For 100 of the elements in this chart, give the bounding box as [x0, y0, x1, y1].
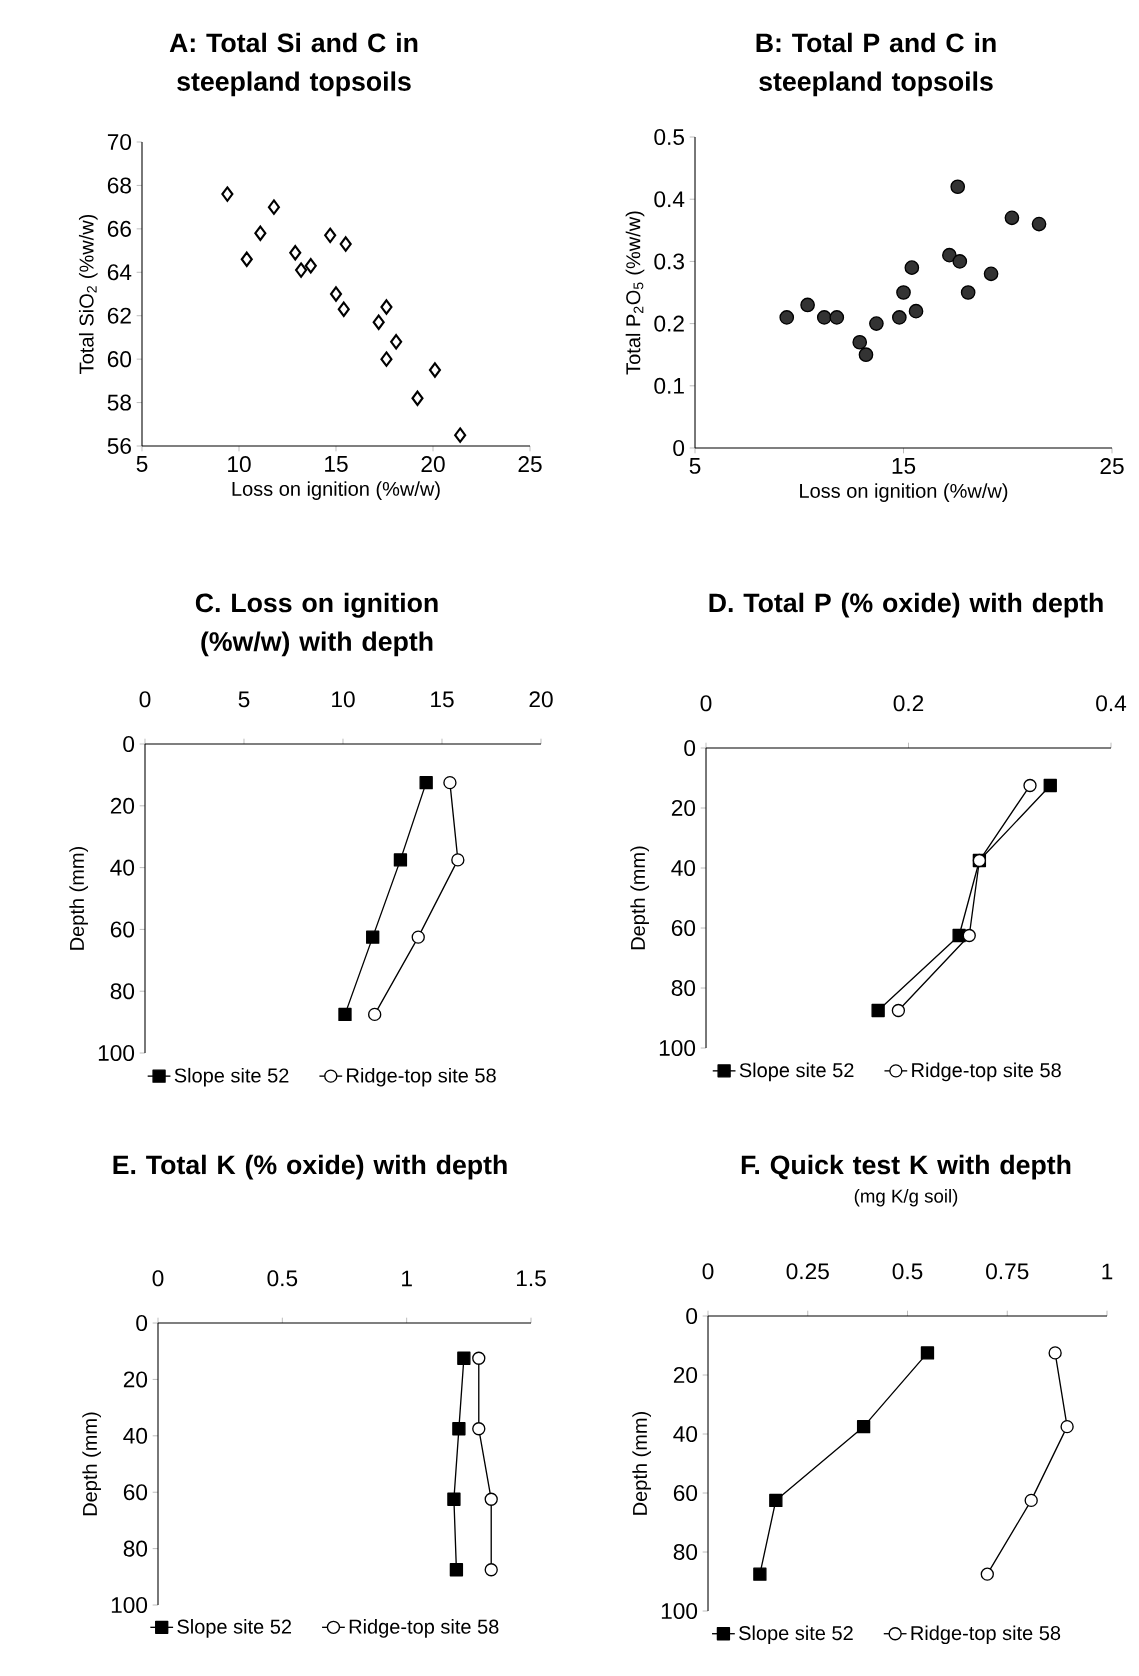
point: [896, 285, 911, 300]
point: [1031, 216, 1047, 232]
y-tick-label: 68: [107, 177, 131, 194]
point: [484, 1563, 498, 1577]
y-tick-label: 60: [673, 1484, 698, 1502]
y-tick-label: 80: [673, 1543, 698, 1561]
y-tick-label: 66: [107, 220, 131, 237]
x-tick-label: 1.5: [516, 1270, 546, 1287]
point: [411, 930, 425, 944]
point: [295, 262, 308, 278]
y-tick-label: 70: [107, 133, 132, 151]
y-tick-label: 0: [136, 1314, 148, 1332]
point: [267, 199, 280, 215]
y-axis-title: Total P$_{2}$O$_{5}$ (%w/w): [625, 211, 645, 375]
point: [366, 930, 380, 944]
point: [1048, 1346, 1062, 1360]
legend-label: Slope site 52: [174, 1067, 289, 1087]
x-tick-label: 0.75: [986, 1263, 1029, 1280]
y-tick-label: 60: [110, 921, 135, 938]
point: [419, 775, 433, 790]
chart-title: F. Quick test K with depth: [741, 1154, 1071, 1180]
legend-label: Slope site 52: [177, 1619, 292, 1638]
x-tick-label: 0.5: [892, 1263, 923, 1280]
point: [1043, 778, 1057, 793]
point: [484, 1492, 498, 1506]
point: [942, 247, 957, 263]
y-tick-label: 20: [671, 799, 696, 817]
point: [983, 266, 999, 282]
y-tick-label: 0.2: [654, 315, 684, 332]
y-tick-label: 60: [107, 351, 132, 368]
point: [950, 179, 966, 195]
point: [372, 314, 385, 330]
x-tick-label: 1: [1102, 1263, 1113, 1280]
legend-label: Ridge-top site 58: [911, 1625, 1061, 1645]
point: [380, 351, 393, 367]
y-tick-label: 0.1: [654, 377, 684, 394]
legend-label: Ridge-top site 58: [912, 1062, 1061, 1082]
point: [324, 227, 337, 244]
point: [779, 310, 795, 325]
x-axis-title: Loss on ignition (%w/w): [232, 481, 440, 500]
x-tick-label: 0: [152, 1270, 164, 1287]
point: [920, 1346, 935, 1360]
y-tick-label: 0.5: [654, 128, 684, 146]
point: [454, 427, 467, 443]
point: [1023, 778, 1037, 793]
point: [871, 1003, 885, 1018]
x-tick-label: 0.4: [1096, 695, 1127, 712]
chart-title: D. Total P (% oxide) with depth: [709, 592, 1103, 618]
point: [368, 1007, 382, 1022]
y-tick-label: 0: [686, 1307, 698, 1325]
x-tick-label: 25: [518, 456, 542, 473]
x-tick-label: 15: [431, 691, 454, 708]
point: [449, 1563, 464, 1577]
y-tick-label: 0: [684, 739, 696, 757]
y-tick-label: 62: [107, 307, 131, 324]
x-tick-label: 15: [892, 458, 916, 474]
y-axis-title: Depth (mm): [630, 846, 649, 950]
chart-title: C. Loss on ignition (%w/w) with depth: [195, 592, 438, 657]
point: [289, 245, 302, 261]
y-tick-label: 0: [673, 439, 685, 457]
point: [338, 1007, 352, 1022]
y-tick-label: 60: [123, 1484, 148, 1501]
point: [472, 1351, 486, 1365]
y-tick-label: 100: [98, 1044, 135, 1062]
point: [452, 1422, 466, 1436]
y-axis-title: Total SiO$_{2}$ (%w/w): [78, 214, 98, 374]
point: [428, 362, 442, 378]
chart-subtitle: (mg K/g soil): [854, 1189, 958, 1207]
y-tick-label: 80: [671, 979, 696, 997]
y-axis-title: Depth (mm): [82, 1412, 101, 1516]
point: [800, 297, 815, 313]
point: [856, 1419, 871, 1434]
y-tick-label: 20: [110, 797, 135, 814]
point: [411, 390, 424, 406]
y-tick-label: 20: [123, 1371, 148, 1388]
point: [962, 928, 976, 943]
x-tick-label: 10: [228, 456, 251, 473]
x-tick-label: 20: [421, 456, 445, 473]
point: [472, 1422, 486, 1436]
x-tick-label: 0.2: [893, 695, 924, 712]
point: [329, 286, 343, 302]
y-tick-label: 64: [107, 264, 132, 281]
y-tick-label: 100: [111, 1596, 148, 1614]
y-axis-title: Depth (mm): [69, 847, 88, 950]
chart-title: A: Total Si and C in steepland topsoils: [169, 32, 418, 97]
y-tick-label: 40: [110, 859, 135, 876]
point: [829, 310, 845, 325]
y-axis-title: Depth (mm): [632, 1412, 651, 1515]
point: [852, 334, 868, 350]
y-tick-label: 40: [673, 1425, 698, 1443]
x-tick-label: 5: [136, 456, 148, 472]
point: [904, 260, 920, 275]
point: [769, 1493, 783, 1508]
point: [891, 1003, 906, 1018]
point: [960, 285, 976, 300]
y-tick-label: 58: [107, 394, 131, 411]
point: [393, 853, 408, 867]
point: [447, 1492, 461, 1506]
point: [1060, 1419, 1074, 1434]
point: [337, 301, 350, 317]
